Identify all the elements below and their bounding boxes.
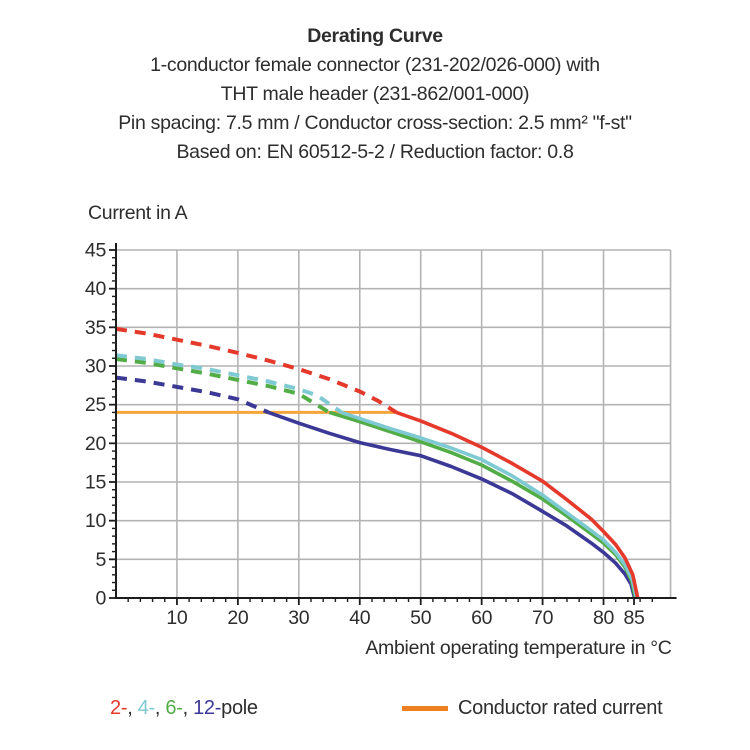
- x-tick-label: 20: [227, 607, 249, 629]
- curve-dashed-4-pole: [115, 353, 343, 415]
- y-tick-label: 15: [85, 472, 107, 494]
- legend-pole-series: 2-, 4-, 6-, 12-pole: [110, 693, 258, 723]
- legend-pole-label: 6-: [165, 697, 183, 719]
- x-axis-title: Ambient operating temperature in °C: [365, 637, 671, 659]
- y-tick-label: 30: [85, 356, 107, 378]
- legend: 2-, 4-, 6-, 12-pole Conductor rated curr…: [0, 693, 750, 723]
- chart-title-block: Derating Curve 1-conductor female connec…: [0, 22, 750, 167]
- chart-title: Derating Curve: [307, 25, 443, 47]
- curve-dashed-12-pole: [115, 375, 270, 415]
- chart-subtitle-specs: Pin spacing: 7.5 mm / Conductor cross-se…: [118, 112, 632, 134]
- y-tick-label: 10: [85, 510, 107, 532]
- x-tick-label: 60: [471, 607, 493, 629]
- legend-pole-label: 2-: [110, 697, 128, 719]
- rated-current-label: Conductor rated current: [458, 697, 663, 719]
- x-tick-label: 40: [349, 607, 371, 629]
- x-tick-label: 10: [166, 607, 188, 629]
- y-tick-label: 35: [85, 317, 107, 339]
- legend-pole-label: 12-: [193, 697, 222, 719]
- y-tick-label: 20: [85, 433, 107, 455]
- y-tick-label: 45: [85, 240, 107, 262]
- x-tick-label: 70: [532, 607, 554, 629]
- curve-solid-2-pole: [395, 410, 640, 599]
- legend-separator: ,: [127, 697, 138, 719]
- y-tick-label: 25: [85, 394, 107, 416]
- legend-pole-label: 4-: [137, 697, 155, 719]
- x-tick-label: 85: [623, 607, 645, 629]
- rated-current-swatch-icon: [402, 705, 448, 711]
- y-tick-label: 40: [85, 278, 107, 300]
- legend-pole-suffix: pole: [221, 697, 258, 719]
- chart-subtitle-connector: 1-conductor female connector (231-202/02…: [150, 54, 600, 76]
- legend-separator: ,: [154, 697, 166, 719]
- y-tick-label: 0: [95, 588, 106, 610]
- curve-solid-4-pole: [340, 410, 639, 599]
- curve-dashed-6-pole: [115, 357, 331, 415]
- legend-separator: ,: [182, 697, 194, 719]
- x-tick-label: 80: [593, 607, 615, 629]
- legend-rated-current: Conductor rated current: [402, 693, 663, 723]
- x-tick-label: 50: [410, 607, 432, 629]
- chart-subtitle-standard: Based on: EN 60512-5-2 / Reduction facto…: [176, 141, 574, 163]
- curve-dashed-2-pole: [115, 326, 398, 415]
- curve-solid-12-pole: [267, 410, 637, 599]
- chart-subtitle-header: THT male header (231-862/001-000): [220, 83, 530, 105]
- y-axis-title: Current in A: [88, 202, 188, 224]
- y-tick-label: 5: [95, 549, 106, 571]
- x-tick-label: 30: [288, 607, 310, 629]
